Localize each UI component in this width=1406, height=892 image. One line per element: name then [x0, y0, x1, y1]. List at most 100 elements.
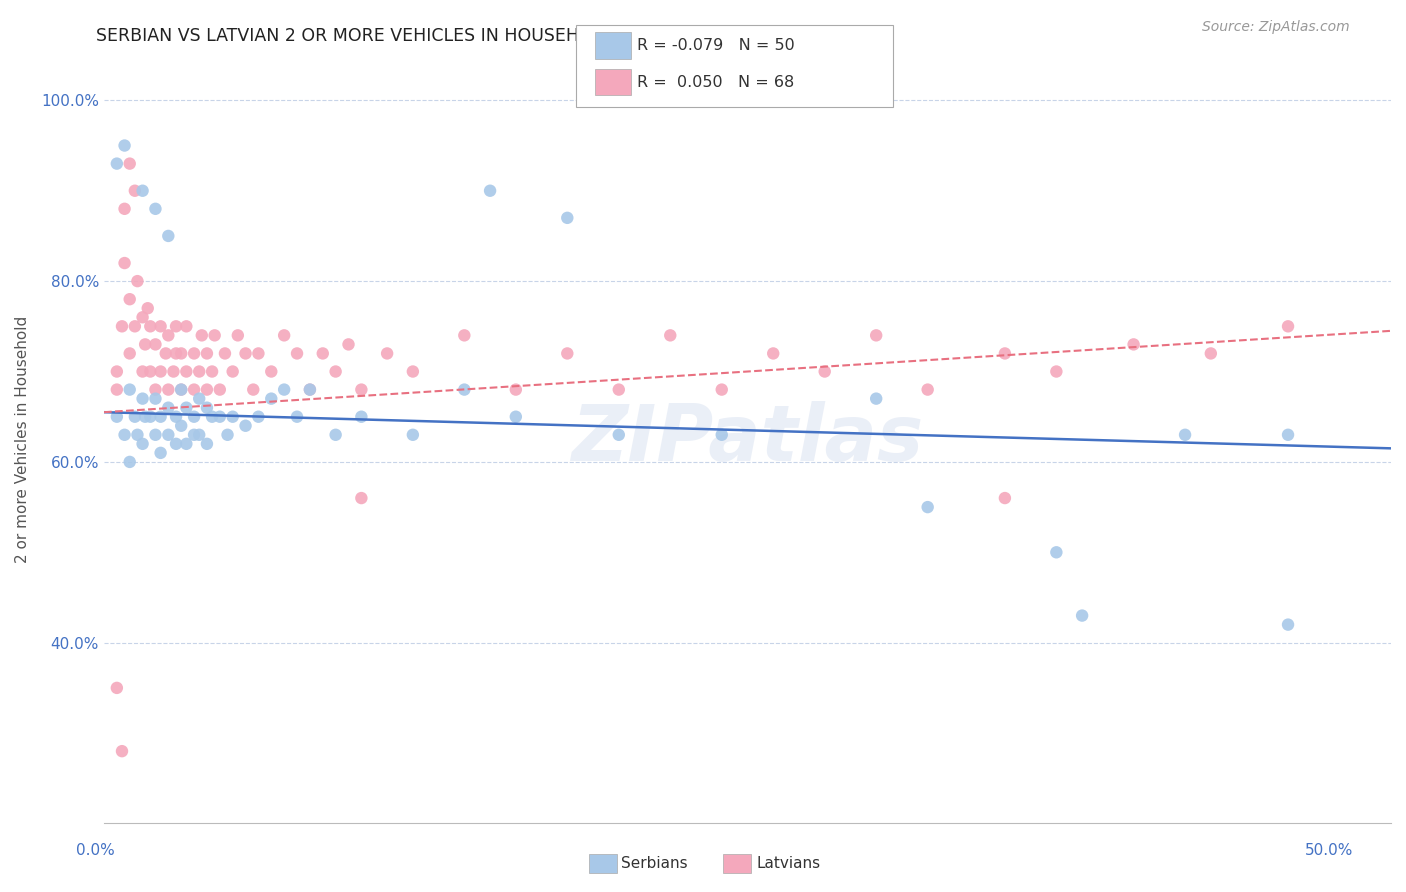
Point — [479, 184, 502, 198]
Point — [131, 364, 153, 378]
Point — [865, 328, 887, 343]
Point — [298, 383, 321, 397]
Point — [273, 383, 295, 397]
Point — [260, 364, 283, 378]
Point — [165, 409, 187, 424]
Point — [195, 437, 218, 451]
Point — [762, 346, 785, 360]
Point — [131, 184, 153, 198]
Point — [183, 383, 205, 397]
Y-axis label: 2 or more Vehicles in Household: 2 or more Vehicles in Household — [15, 316, 30, 563]
Point — [145, 392, 167, 406]
Point — [145, 202, 167, 216]
Point — [124, 319, 146, 334]
Point — [165, 319, 187, 334]
Point — [917, 383, 939, 397]
Point — [157, 228, 180, 243]
Point — [325, 364, 347, 378]
Point — [170, 383, 193, 397]
Point — [917, 500, 939, 515]
Point — [201, 409, 224, 424]
Point — [139, 409, 162, 424]
Point — [170, 346, 193, 360]
Point — [127, 427, 149, 442]
Text: Serbians: Serbians — [621, 856, 688, 871]
Point — [176, 437, 198, 451]
Point — [131, 310, 153, 325]
Text: Latvians: Latvians — [756, 856, 821, 871]
Point — [162, 364, 184, 378]
Point — [285, 409, 308, 424]
Point — [114, 256, 136, 270]
Point — [149, 364, 172, 378]
Point — [105, 364, 128, 378]
Point — [157, 328, 180, 343]
Point — [118, 156, 141, 170]
Point — [453, 383, 475, 397]
Point — [183, 346, 205, 360]
Text: SERBIAN VS LATVIAN 2 OR MORE VEHICLES IN HOUSEHOLD CORRELATION CHART: SERBIAN VS LATVIAN 2 OR MORE VEHICLES IN… — [96, 27, 810, 45]
Point — [607, 383, 630, 397]
Point — [157, 401, 180, 415]
Point — [221, 364, 243, 378]
Text: Source: ZipAtlas.com: Source: ZipAtlas.com — [1202, 20, 1350, 34]
Point — [298, 383, 321, 397]
Point — [994, 346, 1017, 360]
Point — [1174, 427, 1197, 442]
Text: R =  0.050   N = 68: R = 0.050 N = 68 — [637, 75, 794, 89]
Point — [157, 383, 180, 397]
Point — [114, 427, 136, 442]
Text: R = -0.079   N = 50: R = -0.079 N = 50 — [637, 38, 794, 53]
Point — [994, 491, 1017, 505]
Text: 0.0%: 0.0% — [76, 843, 115, 857]
Text: ZIPatlas: ZIPatlas — [571, 401, 924, 477]
Point — [149, 446, 172, 460]
Point — [134, 337, 156, 351]
Point — [183, 427, 205, 442]
Point — [124, 409, 146, 424]
Point — [114, 202, 136, 216]
Point — [247, 346, 270, 360]
Point — [555, 211, 578, 225]
Point — [402, 427, 425, 442]
Point — [350, 491, 373, 505]
Point — [350, 409, 373, 424]
Point — [118, 346, 141, 360]
Point — [155, 346, 177, 360]
Point — [134, 409, 156, 424]
Point — [235, 418, 257, 433]
Point — [195, 401, 218, 415]
Point — [235, 346, 257, 360]
Point — [208, 383, 231, 397]
Point — [325, 427, 347, 442]
Point — [139, 319, 162, 334]
Point — [217, 427, 239, 442]
Point — [105, 409, 128, 424]
Point — [145, 337, 167, 351]
Point — [273, 328, 295, 343]
Point — [260, 392, 283, 406]
Point — [145, 427, 167, 442]
Point — [221, 409, 243, 424]
Point — [118, 292, 141, 306]
Point — [191, 328, 214, 343]
Point — [285, 346, 308, 360]
Point — [127, 274, 149, 288]
Point — [1045, 545, 1067, 559]
Point — [195, 346, 218, 360]
Point — [111, 744, 134, 758]
Point — [453, 328, 475, 343]
Point — [555, 346, 578, 360]
Point — [183, 409, 205, 424]
Text: 50.0%: 50.0% — [1305, 843, 1353, 857]
Point — [105, 383, 128, 397]
Point — [1277, 427, 1299, 442]
Point — [149, 409, 172, 424]
Point — [114, 138, 136, 153]
Point — [188, 392, 211, 406]
Point — [188, 427, 211, 442]
Point — [149, 319, 172, 334]
Point — [350, 383, 373, 397]
Point — [118, 383, 141, 397]
Point — [136, 301, 159, 316]
